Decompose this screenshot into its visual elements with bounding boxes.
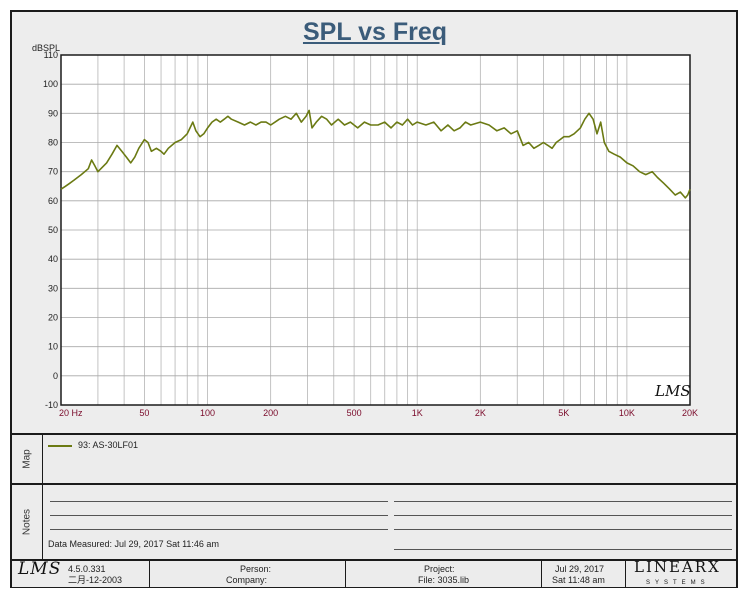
footer-person-cell: Person: Company: — [150, 561, 346, 587]
y-tick-label: 20 — [48, 313, 58, 323]
note-line[interactable] — [394, 501, 732, 502]
spl-curve — [60, 109, 691, 199]
y-tick-label: 40 — [48, 254, 58, 264]
project-label: Project: — [424, 564, 455, 574]
footer-date: Jul 29, 2017 — [555, 564, 605, 574]
map-side-label: Map — [12, 435, 43, 483]
footer-time: Sat 11:48 am — [552, 575, 605, 585]
footer-brand-cell: LINEARX SYSTEMS — [626, 558, 736, 587]
company-label: Company: — [226, 575, 268, 585]
y-tick-label: 110 — [44, 50, 58, 60]
lms-logo: LMS — [18, 559, 62, 579]
y-tick-label: 30 — [48, 283, 58, 293]
lms-watermark: LMS — [654, 382, 691, 400]
notes-panel: Notes Data Measured: Jul 29, 2017 Sat 11… — [12, 483, 736, 559]
footer-version-cell: LMS 4.5.0.331 二月-12-2003 — [12, 561, 150, 587]
x-tick-label: 5K — [558, 408, 569, 418]
chart-title: SPL vs Freq — [302, 18, 448, 46]
y-tick-label: -10 — [45, 400, 58, 410]
y-tick-label: 60 — [48, 196, 58, 206]
note-line[interactable] — [394, 529, 732, 530]
y-tick-label: 0 — [53, 371, 58, 381]
note-line[interactable] — [50, 515, 388, 516]
linearx-logo: LINEARX — [634, 558, 721, 576]
x-tick-label: 20 Hz — [59, 408, 83, 418]
x-tick-label: 50 — [139, 408, 149, 418]
map-panel: Map 93: AS-30LF01 — [12, 433, 736, 483]
x-tick-label: 2K — [475, 408, 486, 418]
x-tick-label: 200 — [263, 408, 278, 418]
x-tick-label: 1K — [412, 408, 423, 418]
y-tick-label: 70 — [48, 167, 58, 177]
version-date: 二月-12-2003 — [68, 575, 123, 585]
y-tick-label: 10 — [48, 342, 58, 352]
y-tick-label: 80 — [48, 138, 58, 148]
footer-date-cell: Jul 29, 2017 Sat 11:48 am — [542, 561, 626, 587]
y-tick-label: 100 — [43, 79, 58, 89]
person-label: Person: — [240, 564, 272, 574]
x-tick-label: 20K — [682, 408, 698, 418]
y-tick-label: 90 — [48, 108, 58, 118]
y-axis-label: dBSPL — [32, 43, 60, 53]
data-measured: Data Measured: Jul 29, 2017 Sat 11:46 am — [48, 539, 219, 549]
plot-border — [60, 54, 691, 406]
note-line[interactable] — [50, 529, 388, 530]
x-tick-label: 100 — [200, 408, 215, 418]
notes-side-label: Notes — [12, 485, 43, 559]
footer-project-cell: Project: File: 3035.lib — [346, 561, 542, 587]
y-tick-label: 50 — [48, 225, 58, 235]
x-tick-label: 500 — [347, 408, 362, 418]
note-line[interactable] — [394, 515, 732, 516]
note-line[interactable] — [394, 549, 732, 550]
x-tick-label: 10K — [619, 408, 635, 418]
linearx-subtitle: SYSTEMS — [646, 580, 710, 586]
note-line[interactable] — [50, 501, 388, 502]
file-label: File: 3035.lib — [418, 575, 470, 585]
legend-entry: 93: AS-30LF01 — [78, 440, 139, 450]
version-text: 4.5.0.331 — [68, 564, 106, 574]
footer-bar: LMS 4.5.0.331 二月-12-2003 Person: Company… — [12, 559, 736, 587]
legend-swatch — [48, 445, 72, 447]
